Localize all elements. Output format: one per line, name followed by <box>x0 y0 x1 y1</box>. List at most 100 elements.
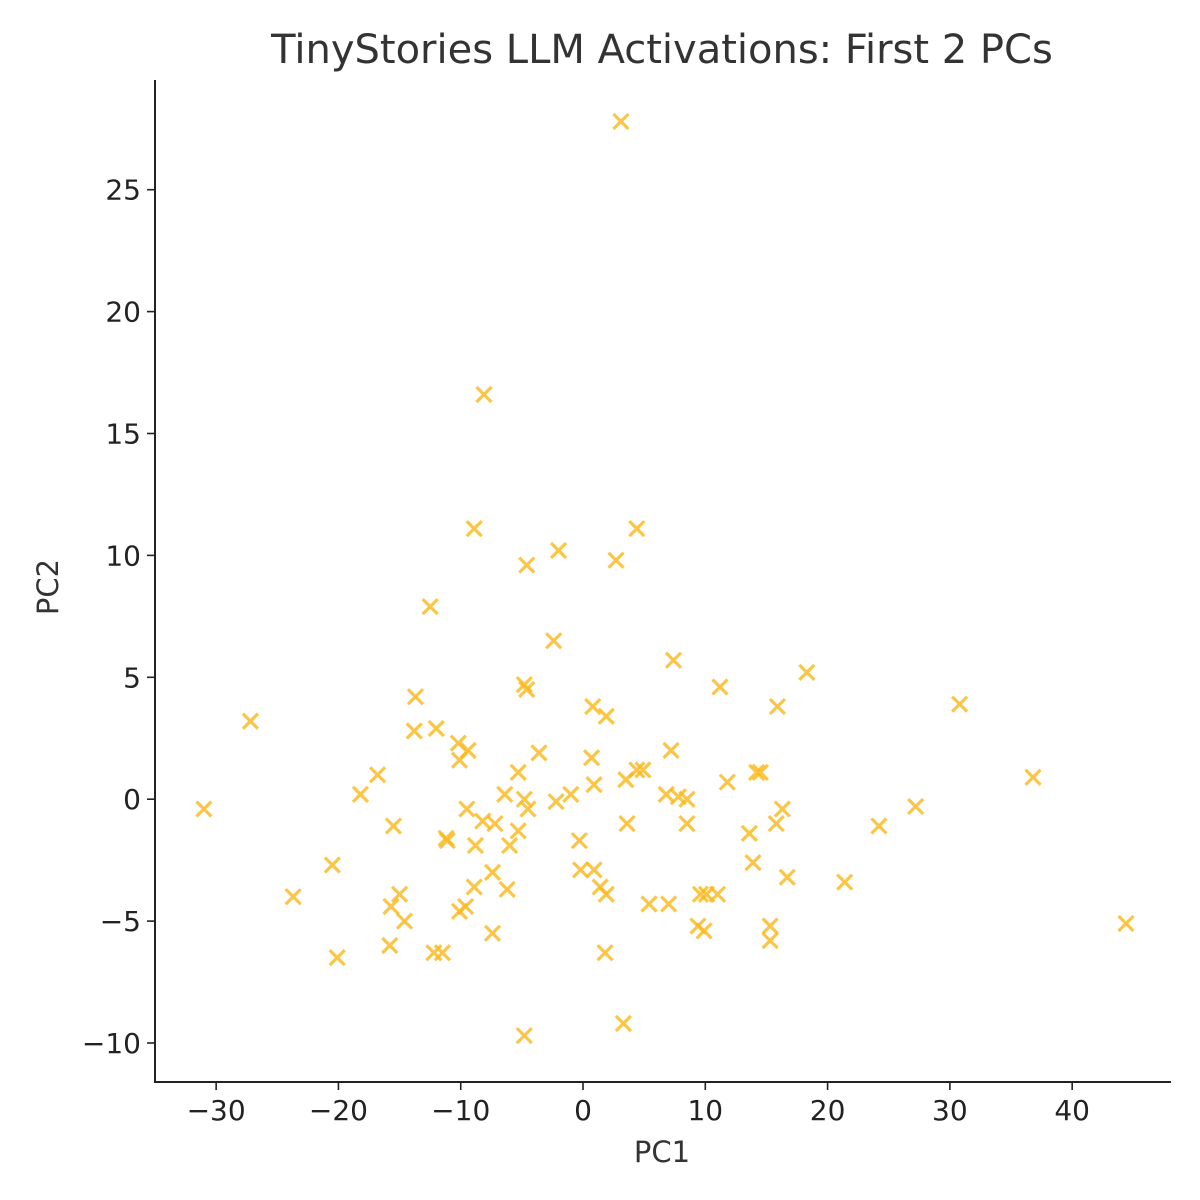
data-point <box>584 697 602 716</box>
data-point <box>515 790 533 808</box>
data-point <box>390 885 409 903</box>
data-point <box>597 885 615 903</box>
data-point <box>634 761 652 779</box>
data-point <box>466 836 485 855</box>
data-point <box>328 949 346 967</box>
x-tick-label: 30 <box>932 1094 968 1127</box>
data-point <box>547 793 565 811</box>
data-point <box>907 797 925 816</box>
data-point <box>695 922 713 940</box>
data-point <box>549 541 568 560</box>
y-tick-label: 20 <box>105 296 141 329</box>
y-tick-label: −10 <box>82 1027 141 1060</box>
chart-title: TinyStories LLM Activations: First 2 PCs <box>270 27 1053 73</box>
data-point <box>761 931 779 950</box>
data-point <box>691 885 710 903</box>
data-point <box>530 744 548 762</box>
data-point <box>773 800 791 818</box>
data-point <box>585 861 603 879</box>
data-point <box>195 800 213 818</box>
data-point <box>509 763 527 782</box>
data-point <box>515 1027 533 1045</box>
data-point <box>486 814 504 833</box>
data-point <box>382 897 400 916</box>
data-point <box>284 888 302 906</box>
y-tick-label: 10 <box>105 539 141 572</box>
data-point <box>740 824 758 842</box>
data-point <box>951 695 969 713</box>
data-point <box>614 1014 632 1033</box>
data-point <box>678 814 696 833</box>
data-point <box>241 712 260 730</box>
data-point <box>751 763 769 782</box>
data-point <box>351 785 370 803</box>
data-point <box>659 895 678 913</box>
data-point <box>395 912 414 930</box>
y-tick-label: 5 <box>123 661 141 694</box>
data-point <box>515 675 533 694</box>
data-point <box>501 836 519 855</box>
data-point <box>761 917 779 935</box>
data-point <box>870 817 888 835</box>
data-point <box>458 800 476 818</box>
data-point <box>421 597 439 616</box>
x-tick-label: −30 <box>187 1094 246 1127</box>
data-point <box>509 822 527 840</box>
data-point <box>496 785 514 803</box>
data-point <box>778 868 796 886</box>
data-point <box>323 856 341 874</box>
x-tick-label: −10 <box>431 1094 490 1127</box>
data-point <box>748 763 766 782</box>
data-point <box>465 519 483 538</box>
x-tick-label: −20 <box>309 1094 368 1127</box>
data-point <box>1117 914 1135 933</box>
y-axis-label: PC2 <box>31 559 65 615</box>
data-point <box>483 863 502 881</box>
data-point <box>427 719 445 738</box>
data-point <box>545 632 563 650</box>
data-point <box>617 771 635 789</box>
x-tick-label: 20 <box>810 1094 846 1127</box>
data-point <box>450 902 469 920</box>
data-point <box>708 885 727 903</box>
data-point <box>498 880 516 899</box>
data-point <box>612 112 630 131</box>
data-point <box>570 832 588 850</box>
data-point <box>718 773 736 791</box>
data-point <box>1024 768 1042 786</box>
data-point <box>438 832 456 850</box>
data-point <box>405 722 423 740</box>
data-point <box>836 873 854 891</box>
data-point <box>596 944 614 962</box>
data-point <box>664 651 683 669</box>
data-point <box>518 680 536 699</box>
data-point <box>628 519 646 538</box>
data-point <box>571 861 590 879</box>
y-tick-label: −5 <box>100 905 141 938</box>
data-point <box>618 814 636 833</box>
y-axis-ticks: −10 −5 0 5 10 15 20 25 <box>82 174 155 1060</box>
scatter-points <box>195 112 1135 1045</box>
data-point <box>518 556 536 574</box>
data-point <box>465 878 483 896</box>
data-point <box>449 734 467 752</box>
data-point <box>368 766 387 784</box>
data-point <box>381 936 399 955</box>
data-point <box>483 924 502 942</box>
data-point <box>640 895 658 913</box>
x-tick-label: 10 <box>687 1094 723 1127</box>
x-axis-ticks: −30 −20 −10 0 10 20 30 40 <box>187 1082 1090 1127</box>
data-point <box>768 697 787 716</box>
y-tick-label: 0 <box>123 783 141 816</box>
y-tick-label: 15 <box>105 418 141 451</box>
data-point <box>711 678 729 696</box>
data-point <box>406 688 425 706</box>
x-axis-label: PC1 <box>634 1135 690 1169</box>
data-point <box>607 551 625 569</box>
data-point <box>450 751 469 769</box>
data-point <box>433 944 452 962</box>
y-tick-label: 25 <box>105 174 141 207</box>
x-tick-label: 0 <box>574 1094 592 1127</box>
data-point <box>384 817 403 835</box>
